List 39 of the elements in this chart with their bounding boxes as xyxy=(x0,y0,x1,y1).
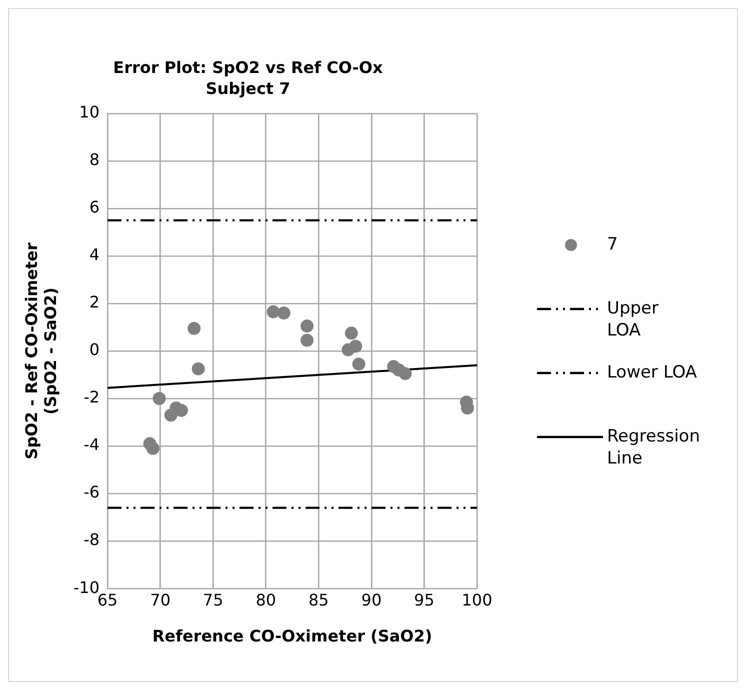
point xyxy=(344,326,358,340)
y-tick-label: 4 xyxy=(89,245,100,264)
point xyxy=(152,392,166,406)
point xyxy=(188,322,201,335)
x-tick-label: 70 xyxy=(150,590,170,610)
x-tick-label: 95 xyxy=(414,590,434,610)
y-tick-label: -6 xyxy=(84,482,100,502)
chart-title: Error Plot: SpO2 vs Ref CO-Ox xyxy=(113,58,384,77)
y-tick-label: -4 xyxy=(84,435,100,454)
x-tick-label: 90 xyxy=(361,590,382,610)
x-tick-label: 80 xyxy=(256,590,276,610)
point xyxy=(349,340,362,353)
legend-label: 7 xyxy=(607,234,618,254)
point xyxy=(352,358,366,371)
point xyxy=(398,367,412,380)
x-axis-title: Reference CO-Oximeter (SaO2) xyxy=(152,626,432,646)
point xyxy=(146,442,160,455)
y-axis-title: SpO2 - Ref CO-Oximeter (SpO2 - SaO2) xyxy=(22,242,60,460)
y-tick-label: 0 xyxy=(89,340,100,360)
y-tick-label: -10 xyxy=(73,578,100,597)
y-tick-label: -8 xyxy=(84,530,100,550)
y-tick-label: -2 xyxy=(84,388,100,407)
y-tick-label: 6 xyxy=(89,198,100,217)
x-tick-label: 85 xyxy=(308,590,329,610)
legend-label: Upper LOA xyxy=(607,298,658,340)
legend-label: Lower LOA xyxy=(607,362,698,382)
point xyxy=(300,334,314,347)
point xyxy=(300,320,314,333)
point xyxy=(277,306,290,320)
x-tick-label: 100 xyxy=(462,590,492,610)
point xyxy=(266,305,280,318)
y-tick-label: 10 xyxy=(79,102,100,122)
y-tick-label: 2 xyxy=(89,292,100,312)
x-tick-label: 65 xyxy=(97,590,118,610)
chart-subtitle: Subject 7 xyxy=(206,78,290,98)
x-tick-label: 75 xyxy=(202,590,224,610)
legend-label: Regression Line xyxy=(607,426,700,468)
point xyxy=(192,362,205,376)
y-tick-label: 8 xyxy=(89,150,100,170)
